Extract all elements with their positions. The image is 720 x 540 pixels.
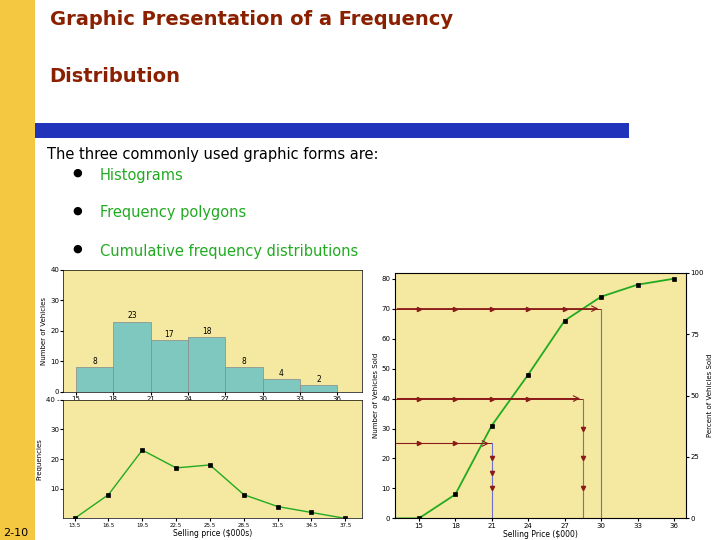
Bar [188,337,225,392]
Bar [76,367,113,392]
Bar [300,386,337,392]
Bar [225,367,263,392]
Text: 17: 17 [164,329,174,339]
X-axis label: Selling price ($000s): Selling price ($000s) [173,529,253,538]
X-axis label: Selling Price ($000): Selling Price ($000) [503,530,577,539]
Text: 8: 8 [241,357,246,366]
Y-axis label: Number of Vehicles: Number of Vehicles [42,297,48,364]
Bar [263,379,300,392]
Text: 8: 8 [92,357,97,366]
Text: ●: ● [72,205,82,215]
Text: ●: ● [72,244,82,254]
Text: Frequency polygons: Frequency polygons [99,205,246,220]
Text: Graphic Presentation of a Frequency: Graphic Presentation of a Frequency [50,10,453,29]
Text: Histograms: Histograms [99,168,184,183]
Text: 4: 4 [279,369,284,378]
Text: Distribution: Distribution [50,66,181,85]
Y-axis label: Frequencies: Frequencies [37,438,42,480]
Y-axis label: Percent of Vehicles Sold: Percent of Vehicles Sold [706,354,713,437]
Bar [150,340,188,392]
Text: 2: 2 [316,375,321,384]
Text: 23: 23 [127,312,137,320]
Bar [113,322,150,392]
Text: 18: 18 [202,327,211,335]
Text: The three commonly used graphic forms are:: The three commonly used graphic forms ar… [47,147,379,162]
Text: ●: ● [72,168,82,178]
Y-axis label: Number of Vehicles Sold: Number of Vehicles Sold [373,353,379,438]
X-axis label: Selling Price
($ thousands): Selling Price ($ thousands) [186,403,239,422]
Text: Cumulative frequency distributions: Cumulative frequency distributions [99,244,358,259]
Text: 2-10: 2-10 [3,528,28,538]
